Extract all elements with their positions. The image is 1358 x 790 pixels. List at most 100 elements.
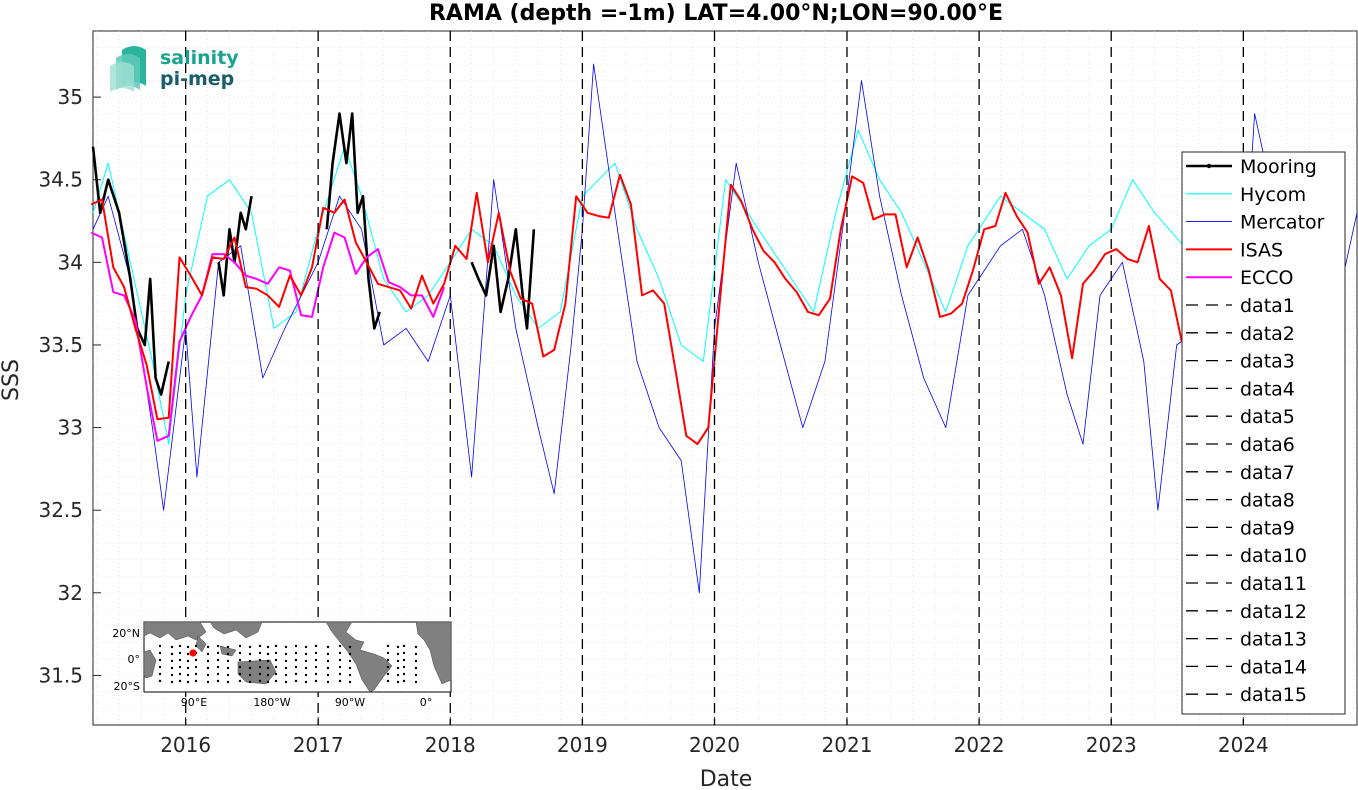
- inset-mooring-dot: [226, 673, 230, 677]
- inset-mooring-dot: [238, 665, 242, 669]
- legend-label-isas: ISAS: [1240, 239, 1283, 261]
- inset-mooring-dot: [274, 658, 278, 662]
- inset-mooring-dot: [294, 672, 298, 676]
- inset-lon-label: 90°W: [335, 696, 365, 709]
- inset-mooring-dot: [248, 680, 252, 684]
- inset-mooring-dot: [338, 679, 342, 683]
- inset-mooring-dot: [284, 666, 288, 670]
- inset-mooring-dot: [216, 679, 220, 683]
- y-tick-label: 34: [58, 250, 83, 274]
- x-tick-label: 2017: [293, 733, 344, 757]
- legend-marker-mooring: [1206, 163, 1212, 169]
- inset-land-6: [237, 659, 277, 685]
- inset-mooring-dot: [194, 672, 198, 676]
- inset-mooring-dot: [216, 658, 220, 662]
- inset-mooring-dot: [258, 651, 262, 655]
- inset-mooring-dot: [186, 673, 190, 677]
- inset-mooring-dot: [326, 659, 330, 663]
- inset-mooring-dot: [348, 659, 352, 663]
- inset-mooring-dot: [186, 659, 190, 663]
- legend-label-mercator: Mercator: [1240, 212, 1325, 234]
- inset-mooring-dot: [274, 665, 278, 669]
- inset-mooring-dot: [348, 673, 352, 677]
- inset-mooring-dot: [206, 673, 210, 677]
- inset-mooring-dot: [304, 680, 308, 684]
- inset-mooring-dot: [326, 680, 330, 684]
- series-ecco-line: [90, 231, 446, 442]
- x-tick-label: 2018: [425, 733, 476, 757]
- inset-mooring-dot: [266, 659, 270, 663]
- inset-mooring-dot: [158, 679, 162, 683]
- inset-mooring-dot: [338, 651, 342, 655]
- inset-mooring-dot: [304, 673, 308, 677]
- inset-mooring-dot: [226, 652, 230, 656]
- inset-mooring-dot: [206, 666, 210, 670]
- inset-mooring-dot: [274, 644, 278, 648]
- legend: Mooring Hycom Mercator ISAS ECCO data1 data2 da…: [1181, 151, 1346, 715]
- inset-mooring-dot: [304, 645, 308, 649]
- y-tick-label: 32: [58, 581, 83, 605]
- inset-mooring-dot: [414, 666, 418, 670]
- legend-label-data9: data9: [1240, 517, 1295, 539]
- inset-mooring-dot: [248, 659, 252, 663]
- inset-mooring-dot: [284, 680, 288, 684]
- inset-mooring-dot: [186, 680, 190, 684]
- inset-lon-label: 0°: [420, 696, 433, 709]
- x-tick-label: 2021: [822, 733, 873, 757]
- inset-mooring-dot: [178, 665, 182, 669]
- inset-mooring-dot: [294, 651, 298, 655]
- inset-mooring-dot: [238, 672, 242, 676]
- chart-title: RAMA (depth =-1m) LAT=4.00°N;LON=90.00°E: [429, 1, 1003, 26]
- inset-mooring-dot: [402, 672, 406, 676]
- y-tick-label: 35: [58, 85, 83, 109]
- inset-land-2: [143, 649, 157, 679]
- inset-mooring-dot: [294, 644, 298, 648]
- inset-mooring-dot: [348, 666, 352, 670]
- inset-location-marker: [189, 649, 197, 657]
- inset-mooring-dot: [326, 652, 330, 656]
- legend-label-data10: data10: [1240, 545, 1307, 567]
- inset-mooring-dot: [304, 666, 308, 670]
- legend-label-data2: data2: [1240, 323, 1295, 345]
- inset-mooring-dot: [226, 680, 230, 684]
- inset-mooring-dot: [258, 644, 262, 648]
- logo-text-line1: salinity: [160, 47, 239, 69]
- inset-mooring-dot: [238, 651, 242, 655]
- inset-mooring-dot: [186, 645, 190, 649]
- inset-mooring-dot: [348, 645, 352, 649]
- inset-land-5: [219, 645, 237, 657]
- inset-mooring-dot: [338, 658, 342, 662]
- inset-mooring-dot: [348, 652, 352, 656]
- inset-mooring-dot: [396, 666, 400, 670]
- legend-label-data3: data3: [1240, 351, 1295, 373]
- legend-box: [1181, 151, 1346, 715]
- inset-mooring-dot: [396, 673, 400, 677]
- inset-mooring-dot: [216, 672, 220, 676]
- legend-label-data5: data5: [1240, 406, 1295, 428]
- inset-mooring-dot: [274, 672, 278, 676]
- legend-label-ecco: ECCO: [1240, 267, 1294, 289]
- inset-mooring-dot: [266, 680, 270, 684]
- inset-mooring-dot: [194, 658, 198, 662]
- inset-mooring-dot: [284, 673, 288, 677]
- legend-label-mooring: Mooring: [1240, 156, 1317, 178]
- inset-mooring-dot: [216, 665, 220, 669]
- inset-lon-label: 180°W: [253, 696, 290, 709]
- inset-mooring-dot: [226, 645, 230, 649]
- inset-mooring-dot: [158, 651, 162, 655]
- inset-mooring-dot: [386, 651, 390, 655]
- inset-mooring-dot: [284, 652, 288, 656]
- inset-mooring-dot: [402, 644, 406, 648]
- inset-mooring-dot: [248, 645, 252, 649]
- inset-mooring-dot: [314, 672, 318, 676]
- legend-label-data14: data14: [1240, 656, 1307, 678]
- y-tick-label: 33: [58, 416, 83, 440]
- inset-mooring-dot: [314, 651, 318, 655]
- inset-mooring-dot: [178, 651, 182, 655]
- inset-mooring-dot: [326, 645, 330, 649]
- inset-mooring-dot: [294, 658, 298, 662]
- inset-mooring-dot: [294, 665, 298, 669]
- legend-label-data7: data7: [1240, 462, 1295, 484]
- inset-mooring-dot: [238, 658, 242, 662]
